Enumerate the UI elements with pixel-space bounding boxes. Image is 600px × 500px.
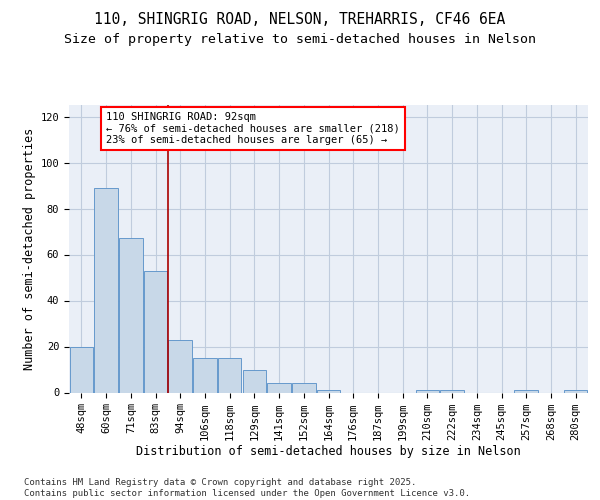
Bar: [144, 270, 167, 392]
Bar: [416, 390, 439, 392]
Bar: [440, 390, 464, 392]
Bar: [169, 340, 192, 392]
Bar: [317, 390, 340, 392]
Y-axis label: Number of semi-detached properties: Number of semi-detached properties: [23, 128, 37, 370]
Bar: [292, 384, 316, 392]
Bar: [514, 390, 538, 392]
Text: Contains HM Land Registry data © Crown copyright and database right 2025.
Contai: Contains HM Land Registry data © Crown c…: [24, 478, 470, 498]
Bar: [70, 346, 93, 393]
Text: 110 SHINGRIG ROAD: 92sqm
← 76% of semi-detached houses are smaller (218)
23% of : 110 SHINGRIG ROAD: 92sqm ← 76% of semi-d…: [106, 112, 400, 145]
Bar: [119, 238, 143, 392]
Bar: [94, 188, 118, 392]
Bar: [564, 390, 587, 392]
X-axis label: Distribution of semi-detached houses by size in Nelson: Distribution of semi-detached houses by …: [136, 446, 521, 458]
Bar: [242, 370, 266, 392]
Bar: [193, 358, 217, 392]
Text: Size of property relative to semi-detached houses in Nelson: Size of property relative to semi-detach…: [64, 32, 536, 46]
Text: 110, SHINGRIG ROAD, NELSON, TREHARRIS, CF46 6EA: 110, SHINGRIG ROAD, NELSON, TREHARRIS, C…: [94, 12, 506, 28]
Bar: [268, 384, 291, 392]
Bar: [218, 358, 241, 392]
